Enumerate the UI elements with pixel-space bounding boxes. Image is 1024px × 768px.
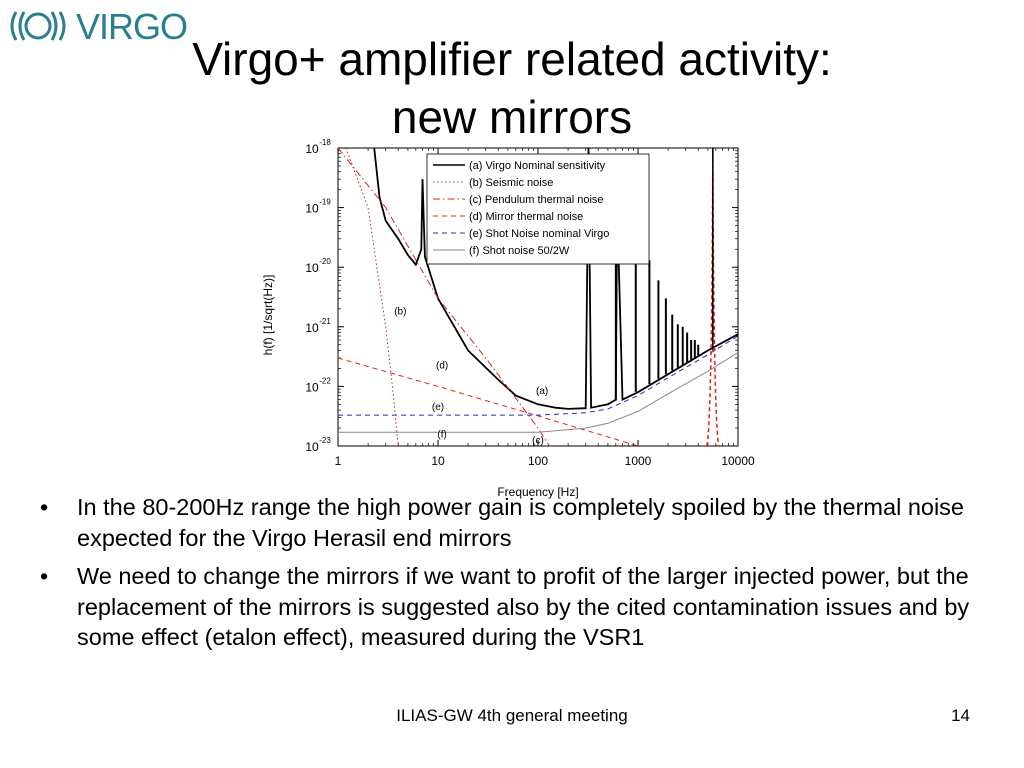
bullet-item: • In the 80-200Hz range the high power g… bbox=[40, 492, 1000, 553]
legend-entry: (f) Shot noise 50/2W bbox=[469, 245, 570, 257]
y-tick-exponent: -19 bbox=[319, 198, 331, 207]
bullet-list: • In the 80-200Hz range the high power g… bbox=[40, 492, 1000, 661]
y-tick-exponent: -20 bbox=[319, 257, 331, 266]
curve-label: (a) bbox=[536, 386, 548, 397]
legend-entry: (a) Virgo Nominal sensitivity bbox=[469, 160, 606, 172]
curve-label: (e) bbox=[432, 402, 444, 413]
bullet-marker: • bbox=[40, 563, 49, 589]
page-number: 14 bbox=[951, 706, 970, 725]
series-line bbox=[338, 148, 550, 446]
legend-entry: (d) Mirror thermal noise bbox=[469, 211, 583, 223]
curve-label: (f) bbox=[437, 429, 446, 440]
y-tick-exponent: -18 bbox=[319, 138, 331, 147]
series-line bbox=[373, 148, 738, 410]
x-tick-label: 1000 bbox=[625, 454, 652, 468]
resonance-peak bbox=[706, 148, 720, 446]
x-tick-label: 100 bbox=[528, 454, 548, 468]
virgo-wave-logo-icon bbox=[10, 11, 66, 41]
y-tick-label: 10 bbox=[305, 321, 319, 335]
y-tick-label: 10 bbox=[305, 380, 319, 394]
logo-text: VIRGO bbox=[76, 6, 188, 47]
legend-entry: (e) Shot Noise nominal Virgo bbox=[469, 228, 609, 240]
bullet-marker: • bbox=[40, 494, 49, 520]
bullet-item: • We need to change the mirrors if we wa… bbox=[40, 561, 1000, 653]
curve-label: (c) bbox=[532, 436, 544, 447]
x-tick-label: 1 bbox=[335, 454, 342, 468]
footer-text: ILIAS-GW 4th general meeting bbox=[396, 706, 628, 725]
slide-title-line1: Virgo+ amplifier related activity: bbox=[192, 33, 832, 85]
virgo-logo: VIRGO bbox=[6, 4, 188, 48]
curve-label: (b) bbox=[394, 307, 406, 318]
legend-entry: (b) Seismic noise bbox=[469, 177, 553, 189]
legend-box bbox=[426, 153, 650, 265]
y-tick-label: 10 bbox=[305, 440, 319, 454]
curve-label: (d) bbox=[436, 360, 448, 371]
bullet-text: In the 80-200Hz range the high power gai… bbox=[77, 494, 964, 551]
y-tick-exponent: -22 bbox=[319, 376, 331, 385]
x-tick-label: 10000 bbox=[721, 454, 755, 468]
slide-title-line2: new mirrors bbox=[391, 91, 633, 143]
series-line bbox=[338, 352, 738, 433]
x-tick-label: 10 bbox=[431, 454, 445, 468]
y-axis-label: h(f) [1/sqrt(Hz)] bbox=[261, 275, 275, 356]
legend-entry: (c) Pendulum thermal noise bbox=[469, 194, 604, 206]
y-tick-label: 10 bbox=[305, 142, 319, 156]
series-line bbox=[345, 148, 399, 446]
bullet-text: We need to change the mirrors if we want… bbox=[77, 563, 970, 650]
y-tick-label: 10 bbox=[305, 261, 319, 275]
x-axis-label: Frequency [Hz] bbox=[497, 485, 578, 499]
series-line bbox=[338, 335, 738, 416]
y-tick-label: 10 bbox=[305, 202, 319, 216]
series-line bbox=[338, 357, 639, 446]
y-tick-exponent: -23 bbox=[319, 436, 331, 445]
y-tick-exponent: -21 bbox=[319, 317, 331, 326]
sensitivity-chart: 1 10 100 1000 1000010-1810-1910-2010-2110-22… bbox=[261, 138, 755, 499]
